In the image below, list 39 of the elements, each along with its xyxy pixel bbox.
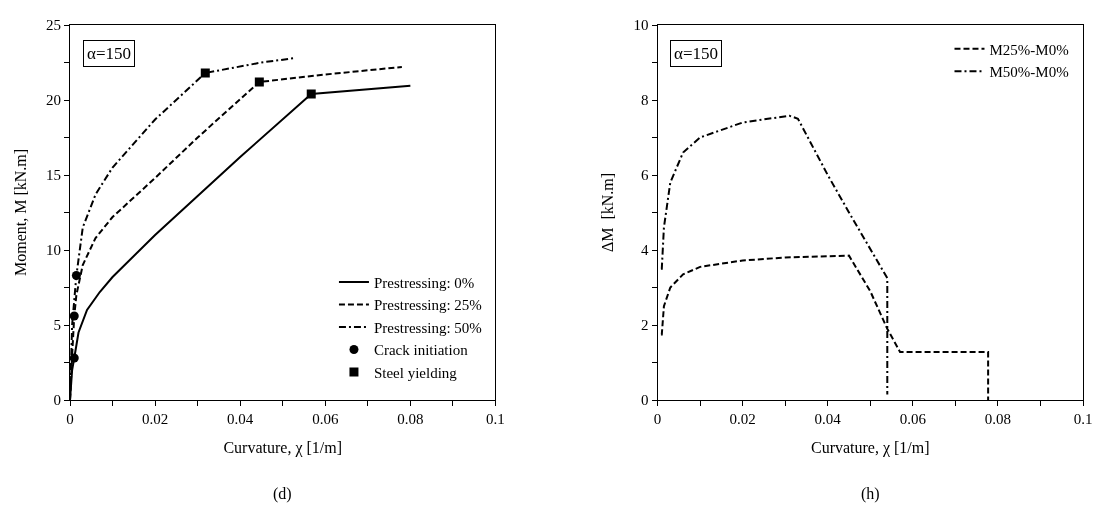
legend-label: M25%-M0% xyxy=(989,41,1069,58)
x-axis-title: Curvature, χ [1/m] xyxy=(810,438,930,457)
y-tick-label: 10 xyxy=(46,242,61,259)
x-tick-label: 0.06 xyxy=(312,411,339,427)
y-tick-label: 15 xyxy=(46,167,61,184)
y-tick-label: 25 xyxy=(46,17,61,34)
y-tick-label: 20 xyxy=(46,92,61,109)
x-tick-label: 0.1 xyxy=(1073,411,1093,427)
x-tick-label: 0.06 xyxy=(899,411,927,427)
annotation: α=150 xyxy=(87,44,131,63)
y-axis-title: ΔM [kN.m] xyxy=(599,172,617,253)
y-tick-label: 2 xyxy=(641,317,649,334)
y-tick-label: 10 xyxy=(633,17,649,34)
y-axis-title: Moment, M [kN.m] xyxy=(11,148,29,277)
y-tick-label: 0 xyxy=(53,392,61,409)
text: (h) xyxy=(861,485,880,503)
y-tick-label: 5 xyxy=(53,317,61,334)
legend-label: M50%-M0% xyxy=(989,64,1069,81)
text: (d) xyxy=(273,485,292,503)
x-tick-label: 0.1 xyxy=(486,411,505,427)
x-tick-label: 0 xyxy=(653,411,662,427)
legend-label: Crack initiation xyxy=(373,342,469,359)
legend-label: Prestressing: 0% xyxy=(373,274,475,291)
x-axis-title: Curvature, χ [1/m] xyxy=(223,438,343,457)
y-tick-label: 8 xyxy=(641,92,649,109)
legend-label: Steel yielding xyxy=(373,364,458,381)
x-tick-label: 0.02 xyxy=(141,411,169,427)
x-tick-label: 0.04 xyxy=(227,411,254,427)
y-tick-label: 6 xyxy=(641,167,650,184)
x-tick-label: 0.08 xyxy=(984,411,1012,427)
annotation: α=150 xyxy=(674,44,718,63)
x-tick-label: 0.04 xyxy=(814,411,842,427)
y-tick-label: 4 xyxy=(641,242,650,259)
legend-label: Prestressing: 25% xyxy=(373,297,482,314)
x-tick-label: 0.08 xyxy=(397,411,424,427)
y-tick-label: 0 xyxy=(641,392,649,409)
legend-label: Prestressing: 50% xyxy=(373,319,482,336)
x-tick-label: 0 xyxy=(66,411,74,427)
x-tick-label: 0.02 xyxy=(729,411,756,427)
